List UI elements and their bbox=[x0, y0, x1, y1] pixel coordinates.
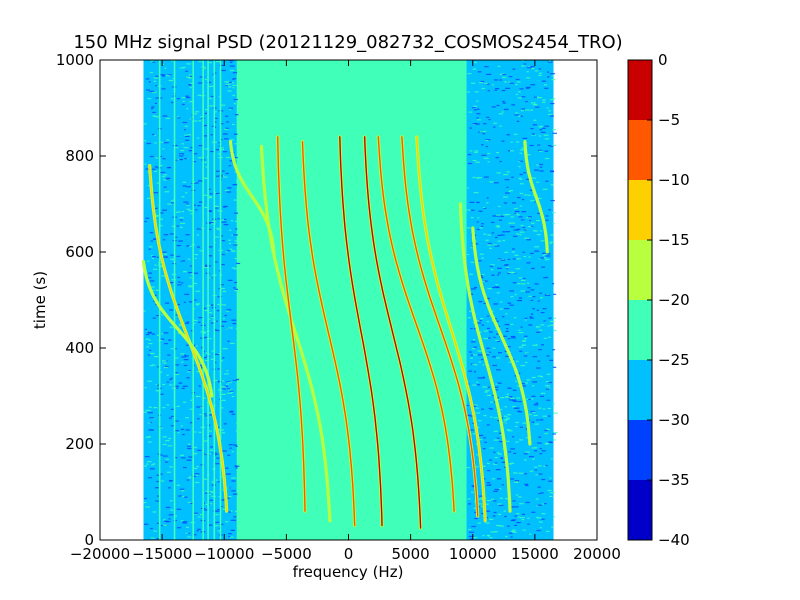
trace-12 bbox=[472, 227, 531, 445]
trace-13 bbox=[524, 140, 548, 253]
x-tick-label-7: 15000 bbox=[511, 545, 559, 563]
x-tick-label-8: 20000 bbox=[573, 545, 621, 563]
trace-8 bbox=[377, 136, 455, 512]
colorbar-tick-label-1: −35 bbox=[658, 471, 690, 489]
trace-9 bbox=[401, 136, 479, 517]
colorbar-segment-5 bbox=[628, 180, 652, 240]
chart-title: 150 MHz signal PSD (20121129_082732_COSM… bbox=[73, 32, 622, 53]
trace-11 bbox=[459, 203, 511, 512]
y-tick-label-4: 800 bbox=[65, 147, 94, 165]
colorbar-tick-label-6: −10 bbox=[658, 171, 690, 189]
colorbar-tick-label-8: 0 bbox=[658, 51, 668, 69]
colorbar-segment-1 bbox=[628, 420, 652, 480]
trace-3 bbox=[260, 145, 331, 522]
y-tick-label-5: 1000 bbox=[56, 51, 94, 69]
colorbar-segment-4 bbox=[628, 240, 652, 300]
x-tick-label-0: −20000 bbox=[70, 545, 130, 563]
trace-1 bbox=[142, 260, 213, 397]
x-axis: −20000 −15000 −10000 −5000 0 5000 10000 15000 20… bbox=[70, 60, 621, 563]
colorbar-segment-3 bbox=[628, 300, 652, 360]
colorbar-tick-label-5: −15 bbox=[658, 231, 690, 249]
colorbar-segment-6 bbox=[628, 120, 652, 180]
colorbar-segment-0 bbox=[628, 480, 652, 540]
colorbar-tick-label-2: −30 bbox=[658, 411, 690, 429]
x-tick-label-5: 5000 bbox=[392, 545, 430, 563]
x-axis-label: frequency (Hz) bbox=[293, 563, 404, 581]
colorbar-segment-7 bbox=[628, 60, 652, 120]
colorbar-tick-label-3: −25 bbox=[658, 351, 690, 369]
trace-7 bbox=[364, 136, 422, 529]
plot-area: −20000 −15000 −10000 −5000 0 5000 10000 15000 20… bbox=[56, 51, 621, 563]
colorbar: −40 −35 −30 −25 −20 −15 −10 −5 0 bbox=[627, 51, 690, 549]
trace-6 bbox=[339, 136, 383, 527]
y-axis-label: time (s) bbox=[31, 271, 49, 329]
colorbar-tick-label-4: −20 bbox=[658, 291, 690, 309]
trace-10 bbox=[416, 136, 486, 522]
x-tick-label-2: −10000 bbox=[194, 545, 254, 563]
x-tick-label-4: 0 bbox=[344, 545, 354, 563]
y-tick-label-2: 400 bbox=[65, 339, 94, 357]
colorbar-tick-label-7: −5 bbox=[658, 111, 680, 129]
x-tick-label-3: −5000 bbox=[261, 545, 312, 563]
trace-4 bbox=[277, 136, 306, 512]
trace-0 bbox=[148, 164, 228, 512]
colorbar-segment-2 bbox=[628, 360, 652, 420]
x-tick-label-1: −15000 bbox=[132, 545, 192, 563]
x-tick-label-6: 10000 bbox=[449, 545, 497, 563]
y-tick-label-0: 0 bbox=[84, 531, 94, 549]
y-tick-label-3: 600 bbox=[65, 243, 94, 261]
heatmap-layer bbox=[141, 60, 558, 540]
y-tick-label-1: 200 bbox=[65, 435, 94, 453]
trace-5 bbox=[301, 140, 356, 527]
colorbar-tick-label-0: −40 bbox=[658, 531, 690, 549]
y-axis: 0 200 400 600 800 1000 bbox=[56, 51, 597, 549]
